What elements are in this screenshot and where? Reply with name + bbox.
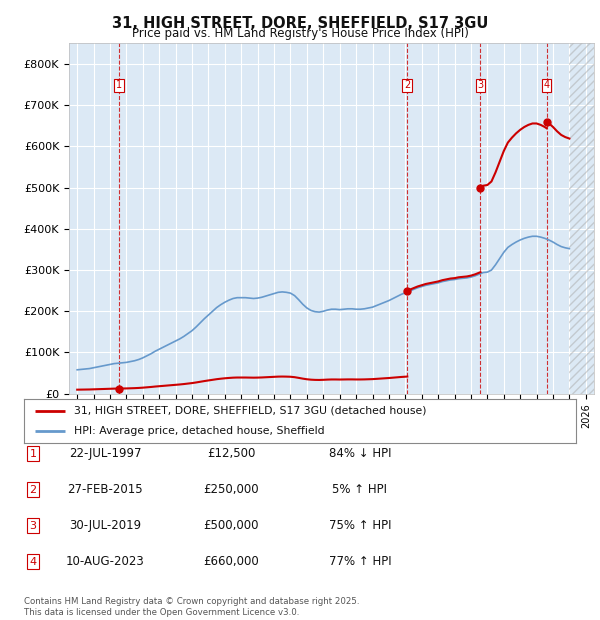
Text: 84% ↓ HPI: 84% ↓ HPI <box>329 448 391 460</box>
Text: Contains HM Land Registry data © Crown copyright and database right 2025.
This d: Contains HM Land Registry data © Crown c… <box>24 598 359 617</box>
Text: 3: 3 <box>478 81 484 91</box>
Text: 5% ↑ HPI: 5% ↑ HPI <box>332 484 388 496</box>
Text: 4: 4 <box>29 557 37 567</box>
Text: £660,000: £660,000 <box>203 556 259 568</box>
Text: £500,000: £500,000 <box>203 520 259 532</box>
Text: 31, HIGH STREET, DORE, SHEFFIELD, S17 3GU: 31, HIGH STREET, DORE, SHEFFIELD, S17 3G… <box>112 16 488 30</box>
Text: 4: 4 <box>544 81 550 91</box>
Text: 10-AUG-2023: 10-AUG-2023 <box>65 556 145 568</box>
Text: 22-JUL-1997: 22-JUL-1997 <box>69 448 141 460</box>
Text: £250,000: £250,000 <box>203 484 259 496</box>
Text: 2: 2 <box>29 485 37 495</box>
Text: £12,500: £12,500 <box>207 448 255 460</box>
Text: HPI: Average price, detached house, Sheffield: HPI: Average price, detached house, Shef… <box>74 426 325 436</box>
Text: 2: 2 <box>404 81 410 91</box>
Point <box>114 384 124 394</box>
Text: 27-FEB-2015: 27-FEB-2015 <box>67 484 143 496</box>
Text: Price paid vs. HM Land Registry's House Price Index (HPI): Price paid vs. HM Land Registry's House … <box>131 27 469 40</box>
Text: 1: 1 <box>29 449 37 459</box>
Text: 1: 1 <box>116 81 122 91</box>
Point <box>403 286 412 296</box>
Point <box>476 183 485 193</box>
Text: 77% ↑ HPI: 77% ↑ HPI <box>329 556 391 568</box>
Text: 31, HIGH STREET, DORE, SHEFFIELD, S17 3GU (detached house): 31, HIGH STREET, DORE, SHEFFIELD, S17 3G… <box>74 405 426 416</box>
Point <box>542 117 551 126</box>
Text: 30-JUL-2019: 30-JUL-2019 <box>69 520 141 532</box>
Text: 3: 3 <box>29 521 37 531</box>
Text: 75% ↑ HPI: 75% ↑ HPI <box>329 520 391 532</box>
